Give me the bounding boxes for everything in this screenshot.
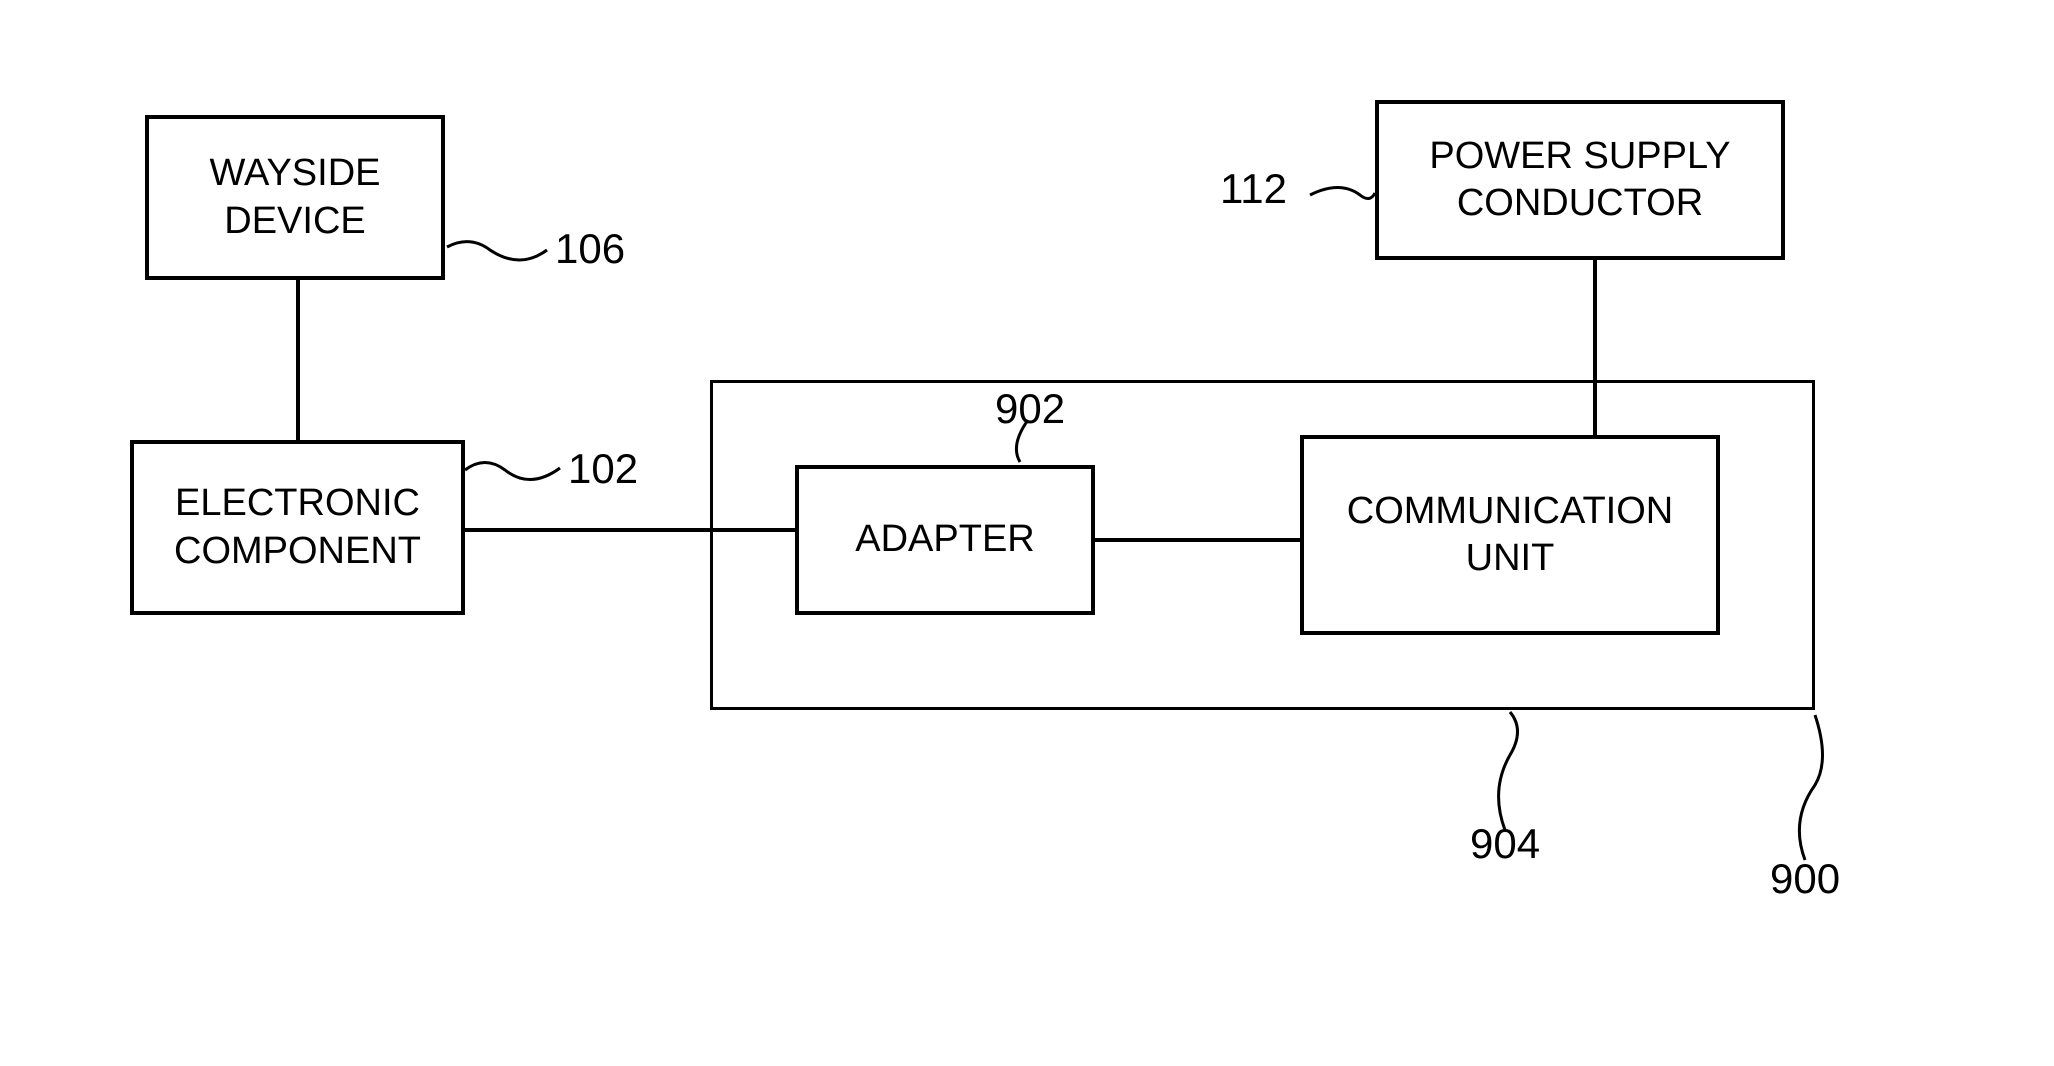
adapter-label: ADAPTER xyxy=(855,516,1034,564)
reference-label-106: 106 xyxy=(555,225,625,273)
reference-label-112: 112 xyxy=(1220,165,1287,213)
electronic-component-block: ELECTRONIC COMPONENT xyxy=(130,440,465,615)
power-supply-conductor-block: POWER SUPPLY CONDUCTOR xyxy=(1375,100,1785,260)
comm-label-line1: COMMUNICATION xyxy=(1347,490,1674,532)
wayside-device-block: WAYSIDE DEVICE xyxy=(145,115,445,280)
communication-unit-block: COMMUNICATION UNIT xyxy=(1300,435,1720,635)
reference-label-102: 102 xyxy=(568,445,638,493)
electronic-label-line1: ELECTRONIC xyxy=(175,482,420,524)
wayside-label-line2: DEVICE xyxy=(224,200,365,242)
reference-label-900: 900 xyxy=(1770,855,1840,903)
block-diagram: WAYSIDE DEVICE ELECTRONIC COMPONENT POWE… xyxy=(0,0,2054,1066)
wayside-label-line1: WAYSIDE xyxy=(209,152,380,194)
power-label-line1: POWER SUPPLY xyxy=(1429,135,1730,177)
power-label-line2: CONDUCTOR xyxy=(1457,182,1703,224)
reference-label-902: 902 xyxy=(995,385,1065,433)
electronic-label-line2: COMPONENT xyxy=(174,530,421,572)
comm-label-line2: UNIT xyxy=(1466,537,1555,579)
adapter-block: ADAPTER xyxy=(795,465,1095,615)
reference-label-904: 904 xyxy=(1470,820,1540,868)
